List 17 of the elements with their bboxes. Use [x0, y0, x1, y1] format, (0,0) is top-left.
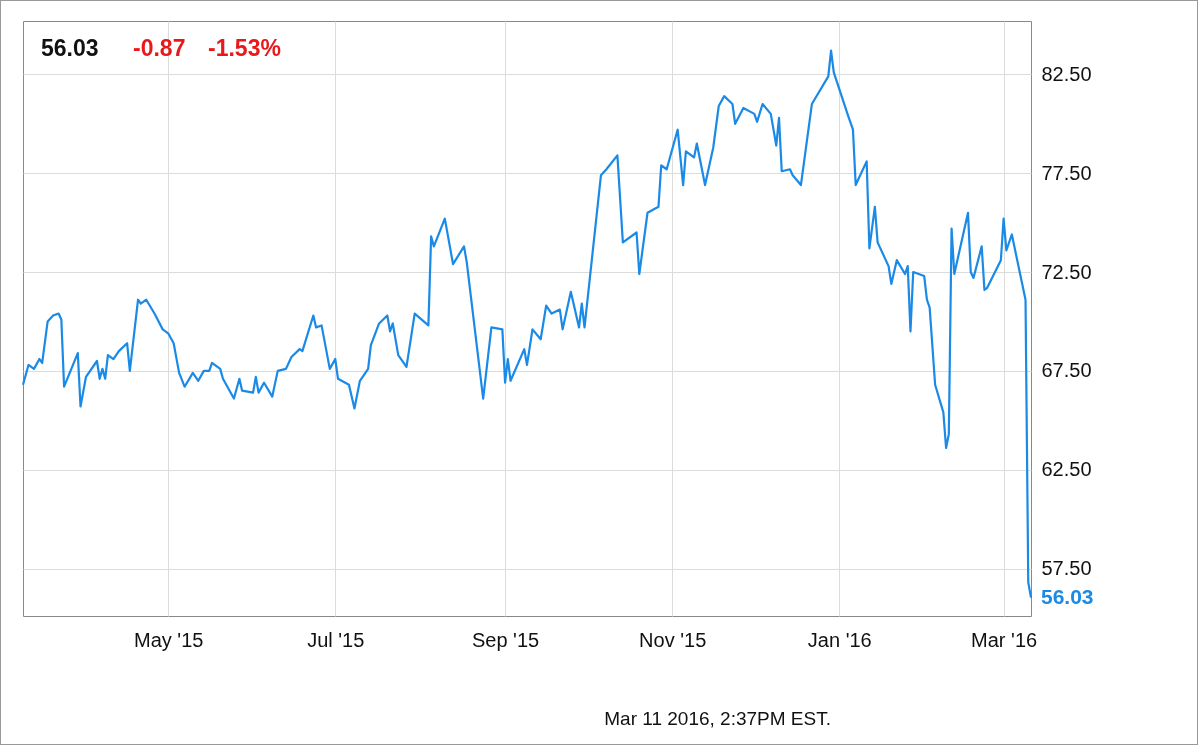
y-tick-label: 77.50	[1041, 161, 1092, 184]
x-tick-label: May '15	[133, 628, 204, 651]
annotation: 56.03	[41, 35, 99, 61]
x-tick-label: Nov '15	[639, 628, 707, 651]
annotation: 56.03	[1041, 584, 1094, 608]
x-tick-label: Sep '15	[471, 628, 540, 651]
x-tick-label: Jul '15	[307, 628, 365, 651]
y-tick-label: 82.50	[1041, 62, 1092, 85]
y-tick-label: 67.50	[1041, 359, 1092, 382]
annotation: -0.87	[133, 35, 186, 61]
text: Mar 11 2016, 2:37PM EST.	[604, 708, 831, 729]
y-tick-label: 72.50	[1041, 260, 1092, 283]
annotation: -1.53%	[208, 35, 281, 61]
y-tick-label: 62.50	[1041, 458, 1092, 481]
y-tick-label: 57.50	[1041, 557, 1092, 580]
x-tick-label: Jan '16	[807, 628, 872, 651]
x-tick-label: Mar '16	[971, 628, 1038, 651]
